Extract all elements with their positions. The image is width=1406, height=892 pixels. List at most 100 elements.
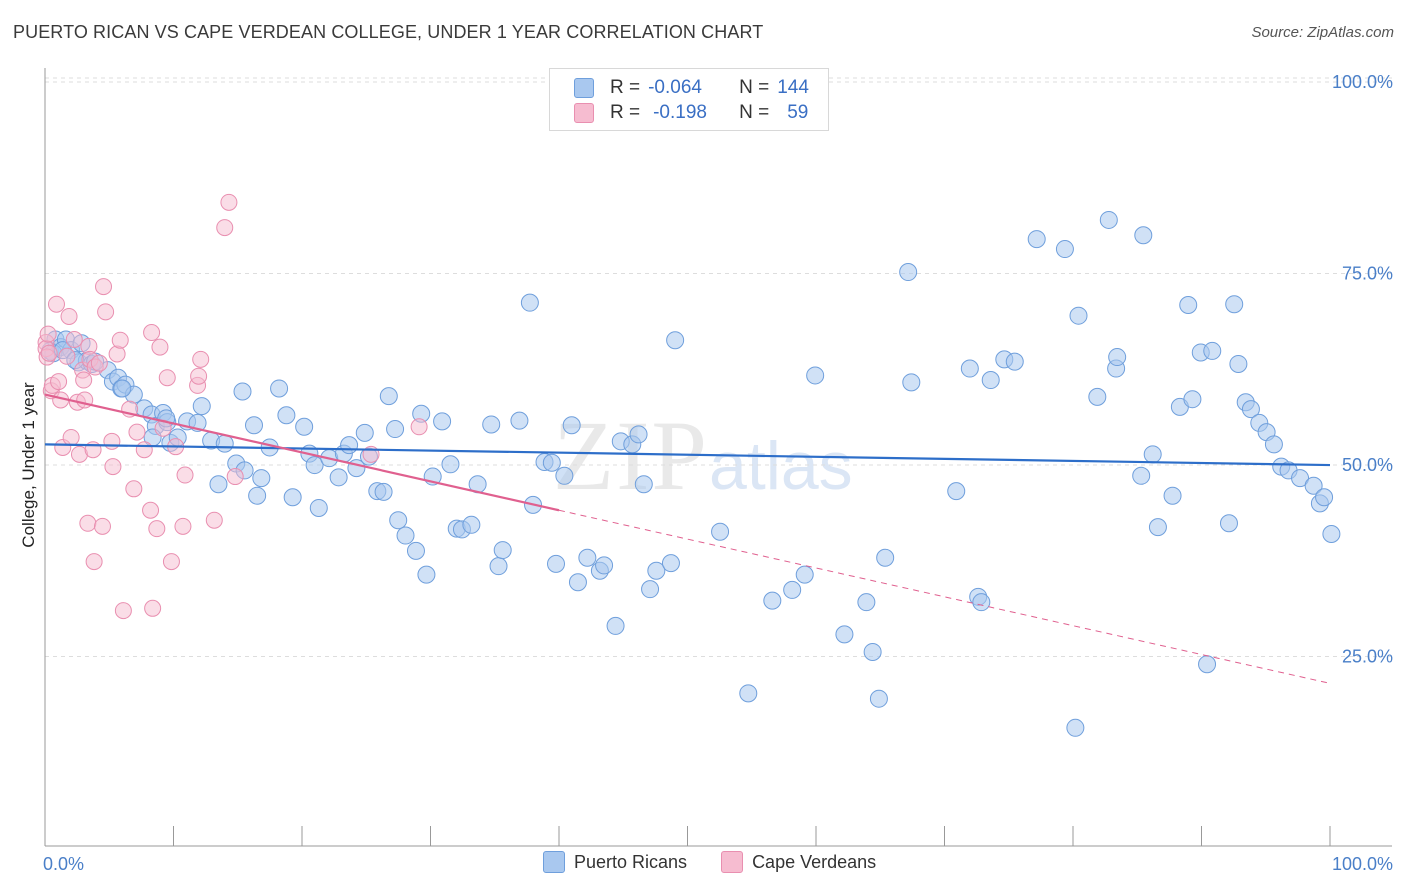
point-cape-verdean bbox=[114, 602, 132, 620]
tick-labels: 25.0% 50.0% 75.0% 100.0% 0.0% 100.0% College, … bbox=[19, 72, 1393, 874]
point-puerto-rican bbox=[482, 415, 501, 434]
point-puerto-rican bbox=[1241, 400, 1260, 419]
legend-label: Cape Verdeans bbox=[752, 851, 877, 872]
point-puerto-rican bbox=[634, 475, 653, 494]
point-puerto-rican bbox=[857, 593, 876, 612]
point-puerto-rican bbox=[595, 556, 614, 575]
point-cape-verdean bbox=[128, 423, 146, 441]
point-puerto-rican bbox=[379, 387, 398, 406]
point-puerto-rican bbox=[835, 625, 854, 644]
point-puerto-rican bbox=[1291, 469, 1310, 488]
point-puerto-rican bbox=[355, 423, 374, 442]
point-puerto-rican bbox=[960, 359, 979, 378]
point-cape-verdean bbox=[65, 330, 83, 348]
point-puerto-rican bbox=[277, 406, 296, 425]
point-puerto-rican bbox=[947, 482, 966, 501]
point-cape-verdean bbox=[62, 428, 80, 446]
point-cape-verdean bbox=[135, 441, 153, 459]
point-cape-verdean bbox=[174, 517, 192, 535]
point-puerto-rican bbox=[305, 456, 324, 475]
point-puerto-rican bbox=[1134, 226, 1153, 245]
point-cape-verdean bbox=[220, 193, 238, 211]
chart-title: PUERTO RICAN VS CAPE VERDEAN COLLEGE, UN… bbox=[13, 22, 764, 42]
point-puerto-rican bbox=[215, 434, 234, 453]
point-puerto-rican bbox=[252, 469, 271, 488]
point-cape-verdean bbox=[143, 324, 161, 342]
point-puerto-rican bbox=[1322, 525, 1341, 544]
point-puerto-rican bbox=[1229, 354, 1248, 373]
point-puerto-rican bbox=[1198, 655, 1217, 674]
cape-verdeans-points bbox=[37, 193, 428, 620]
point-puerto-rican bbox=[329, 468, 348, 487]
blue-swatch bbox=[543, 851, 565, 873]
point-puerto-rican bbox=[406, 541, 425, 560]
y-axis-label: College, Under 1 year bbox=[19, 382, 38, 548]
point-puerto-rican bbox=[386, 420, 405, 439]
trend-lines bbox=[44, 393, 1331, 684]
y-tick-label: 25.0% bbox=[1342, 647, 1393, 667]
series-legend: Puerto Ricans Cape Verdeans bbox=[543, 851, 910, 873]
point-puerto-rican bbox=[562, 416, 581, 435]
r-label: R = bbox=[610, 77, 641, 98]
point-puerto-rican bbox=[547, 554, 566, 573]
point-puerto-rican bbox=[489, 557, 508, 576]
point-cape-verdean bbox=[50, 373, 68, 391]
point-puerto-rican bbox=[493, 541, 512, 560]
point-puerto-rican bbox=[462, 515, 481, 534]
point-puerto-rican bbox=[374, 482, 393, 501]
watermark: ZIPatlas bbox=[553, 398, 853, 513]
point-puerto-rican bbox=[739, 684, 758, 703]
point-puerto-rican bbox=[1055, 240, 1074, 259]
legend-item-cape-verdeans[interactable]: Cape Verdeans bbox=[721, 851, 876, 873]
point-puerto-rican bbox=[666, 331, 685, 350]
watermark-atlas: atlas bbox=[709, 428, 853, 504]
point-puerto-rican bbox=[578, 548, 597, 567]
point-puerto-rican bbox=[192, 397, 211, 416]
point-puerto-rican bbox=[661, 554, 680, 573]
pink-swatch bbox=[721, 851, 744, 873]
point-cape-verdean bbox=[158, 369, 176, 387]
point-puerto-rican bbox=[1163, 486, 1182, 505]
point-cape-verdean bbox=[97, 303, 115, 321]
point-puerto-rican bbox=[1225, 295, 1244, 314]
point-puerto-rican bbox=[606, 616, 625, 635]
legend-row-cape-verdeans: R = -0.198 N = 59 bbox=[574, 101, 808, 125]
point-puerto-rican bbox=[1099, 210, 1118, 229]
point-puerto-rican bbox=[1132, 466, 1151, 485]
point-cape-verdean bbox=[60, 307, 78, 325]
point-puerto-rican bbox=[1183, 390, 1202, 409]
blue-swatch bbox=[574, 78, 594, 98]
point-cape-verdean bbox=[93, 517, 111, 535]
point-puerto-rican bbox=[389, 511, 408, 530]
point-cape-verdean bbox=[192, 350, 210, 368]
legend-item-puerto-ricans[interactable]: Puerto Ricans bbox=[543, 851, 687, 873]
point-puerto-rican bbox=[417, 565, 436, 584]
point-puerto-rican bbox=[1203, 341, 1222, 360]
stats-legend: R = -0.064 N = 144 R = -0.198 N = 59 bbox=[549, 68, 829, 131]
point-cape-verdean bbox=[162, 553, 180, 571]
point-cape-verdean bbox=[216, 219, 234, 237]
point-puerto-rican bbox=[876, 548, 895, 567]
r-value: -0.198 bbox=[653, 102, 707, 123]
point-puerto-rican bbox=[270, 379, 289, 398]
point-puerto-rican bbox=[113, 379, 132, 398]
n-label: N = bbox=[739, 102, 770, 123]
point-puerto-rican bbox=[1179, 295, 1198, 314]
y-tick-label: 100.0% bbox=[1332, 72, 1393, 92]
trend-puerto-ricans bbox=[44, 443, 1331, 467]
point-puerto-rican bbox=[510, 411, 529, 430]
point-puerto-rican bbox=[1027, 230, 1046, 249]
point-puerto-rican bbox=[1005, 352, 1024, 371]
source-label: Source: ZipAtlas.com bbox=[1251, 24, 1394, 41]
point-puerto-rican bbox=[1148, 518, 1167, 537]
point-puerto-rican bbox=[981, 371, 1000, 390]
point-puerto-rican bbox=[629, 425, 648, 444]
point-puerto-rican bbox=[1264, 435, 1283, 454]
point-puerto-rican bbox=[806, 366, 825, 385]
point-cape-verdean bbox=[95, 278, 113, 296]
point-cape-verdean bbox=[148, 520, 166, 538]
point-puerto-rican bbox=[433, 412, 452, 431]
x-tick-label: 100.0% bbox=[1332, 854, 1393, 874]
point-puerto-rican bbox=[1066, 718, 1085, 737]
